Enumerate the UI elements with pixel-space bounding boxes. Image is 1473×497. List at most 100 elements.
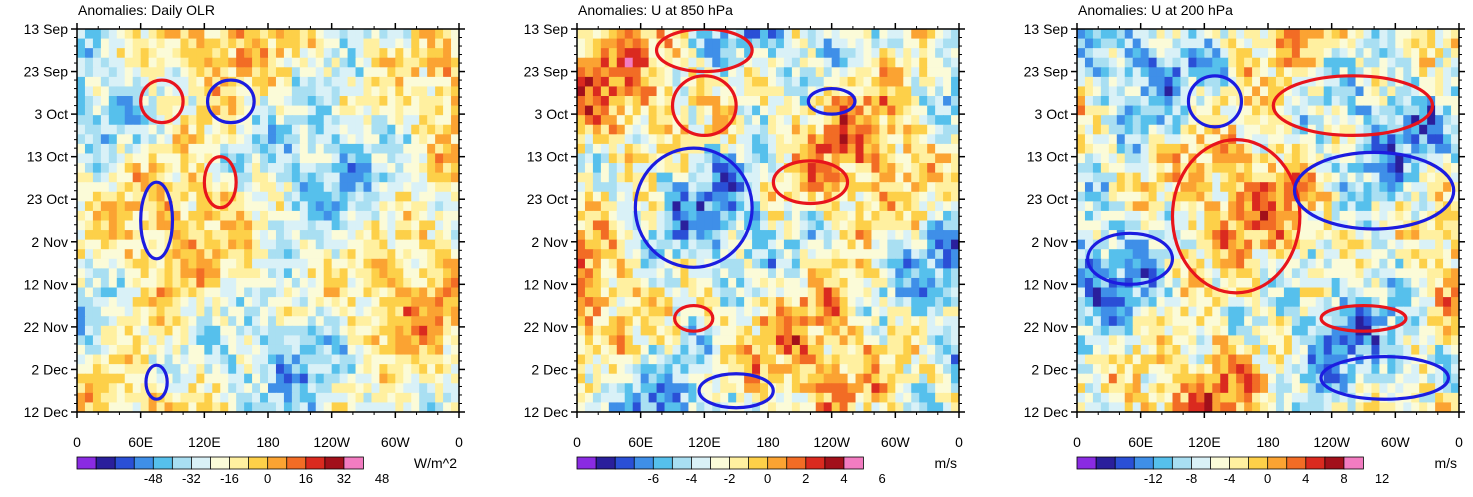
y-tick-label: 22 Nov	[1024, 319, 1068, 335]
y-tick-label: 12 Dec	[24, 404, 68, 420]
colorbar-swatch	[343, 456, 364, 470]
colorbar-swatch	[729, 456, 750, 470]
colorbar-swatch	[843, 456, 864, 470]
x-tick-label: 0	[573, 434, 581, 450]
y-tick-label: 13 Oct	[27, 149, 68, 165]
colorbar-label: 4	[1302, 471, 1309, 486]
colorbar: -6 -4 -2 0 2 4 6 m/s	[576, 455, 957, 486]
x-tick-label: 120E	[1188, 434, 1221, 450]
contour-red-3	[202, 155, 238, 210]
colorbar-swatch	[152, 456, 174, 470]
colorbar-swatch	[248, 456, 269, 470]
colorbar-swatch	[210, 456, 231, 470]
y-tick-label: 2 Dec	[531, 361, 568, 377]
contour-blue-2	[1186, 74, 1244, 129]
colorbar-swatch	[1343, 456, 1364, 470]
y-tick-label: 12 Dec	[524, 404, 568, 420]
y-tick-label: 2 Dec	[31, 361, 68, 377]
contour-red-3	[1170, 138, 1302, 295]
y-tick-label: 12 Nov	[24, 276, 68, 292]
colorbar-label: -48	[144, 471, 163, 486]
chart-title: Anomalies: U at 850 hPa	[578, 2, 733, 18]
y-tick-label: 12 Nov	[1024, 276, 1068, 292]
panel-2: Anomalies: U at 850 hPa 13 Sep 23 Sep 3 Oct…	[524, 2, 965, 486]
colorbar-label: -4	[686, 471, 698, 486]
colorbar-label: 0	[764, 471, 771, 486]
x-tick-label: 120W	[813, 434, 850, 450]
y-tick-label: 12 Dec	[1024, 404, 1068, 420]
colorbar-label: 4	[840, 471, 847, 486]
y-tick-label: 23 Sep	[1024, 64, 1069, 80]
colorbar-label: -16	[220, 471, 239, 486]
colorbar-label: -6	[647, 471, 659, 486]
colorbar-swatch	[1152, 456, 1174, 470]
colorbar-swatch	[1267, 456, 1288, 470]
x-tick-label: 60E	[128, 434, 153, 450]
x-tick-label: 0	[955, 434, 963, 450]
y-tick-label: 13 Sep	[1024, 21, 1069, 37]
colorbar-swatch	[1229, 456, 1250, 470]
x-tick-label: 0	[1455, 434, 1463, 450]
heatmap-field	[77, 29, 459, 412]
colorbar-label: 16	[299, 471, 313, 486]
x-tick-label: 0	[1073, 434, 1081, 450]
colorbar-swatch	[171, 456, 193, 470]
colorbar-swatch	[1133, 456, 1155, 470]
y-tick-label: 2 Nov	[1031, 234, 1068, 250]
x-tick-label: 180	[256, 434, 280, 450]
chart-title: Anomalies: Daily OLR	[78, 2, 215, 18]
colorbar-label: -2	[724, 471, 736, 486]
x-tick-label: 120W	[1313, 434, 1350, 450]
colorbar-swatch	[652, 456, 674, 470]
colorbar: -48 -32 -16 0 16 32 48 W/m^2	[76, 455, 457, 486]
x-tick-label: 0	[73, 434, 81, 450]
colorbar-swatch	[576, 456, 597, 470]
y-tick-label: 3 Oct	[35, 106, 69, 122]
contour-red-6	[673, 303, 715, 333]
colorbar-label: 6	[878, 471, 885, 486]
colorbar-swatch	[1286, 456, 1307, 470]
contour-blue-7	[697, 372, 775, 410]
x-tick-label: 120E	[688, 434, 721, 450]
colorbar: -12 -8 -4 0 4 8 12 m/s	[1076, 455, 1457, 486]
colorbar-units: m/s	[934, 455, 957, 471]
contour-red-1	[654, 29, 754, 74]
colorbar-swatch	[595, 456, 616, 470]
colorbar-swatch	[1171, 456, 1193, 470]
contour-red-1	[139, 78, 185, 125]
y-tick-label: 13 Sep	[24, 21, 69, 37]
y-tick-label: 3 Oct	[1035, 106, 1069, 122]
x-tick-label: 60W	[1381, 434, 1411, 450]
colorbar-label: 0	[1264, 471, 1271, 486]
colorbar-swatch	[114, 456, 135, 470]
y-tick-label: 2 Dec	[1031, 361, 1068, 377]
colorbar-swatch	[671, 456, 693, 470]
x-tick-label: 0	[455, 434, 463, 450]
colorbar-swatch	[805, 456, 826, 470]
colorbar-swatch	[1076, 456, 1097, 470]
contour-red-4	[771, 159, 850, 206]
x-tick-label: 120E	[188, 434, 221, 450]
colorbar-label: 2	[802, 471, 809, 486]
colorbar-label: 8	[1340, 471, 1347, 486]
colorbar-swatch	[1095, 456, 1116, 470]
contour-red-6	[1319, 303, 1408, 333]
colorbar-swatch	[95, 456, 116, 470]
x-tick-label: 60W	[881, 434, 911, 450]
y-tick-label: 13 Sep	[524, 21, 569, 37]
chart-title: Anomalies: U at 200 hPa	[1078, 2, 1233, 18]
y-tick-label: 3 Oct	[535, 106, 569, 122]
colorbar-swatch	[267, 456, 288, 470]
contour-red-2	[670, 74, 738, 138]
colorbar-swatch	[1191, 456, 1212, 470]
colorbar-label: -8	[1186, 471, 1198, 486]
contour-blue-4	[1292, 150, 1456, 231]
contour-blue-5	[806, 86, 857, 116]
colorbar-swatch	[229, 456, 250, 470]
colorbar-swatch	[824, 456, 845, 470]
colorbar-swatch	[1305, 456, 1326, 470]
contour-blue-5	[144, 363, 169, 401]
y-tick-label: 2 Nov	[531, 234, 568, 250]
colorbar-swatch	[324, 456, 345, 470]
colorbar-swatch	[710, 456, 731, 470]
